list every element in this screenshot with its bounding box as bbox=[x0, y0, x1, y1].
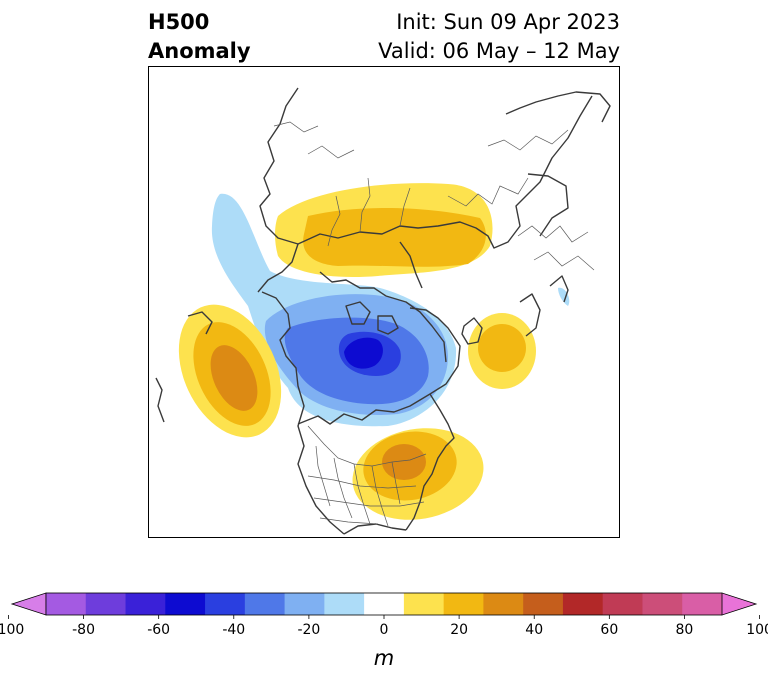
colorbar-tick-label: -60 bbox=[147, 622, 170, 638]
map-dates: Init: Sun 09 Apr 2023 Valid: 06 May – 12… bbox=[378, 8, 620, 66]
colorbar-bin bbox=[205, 593, 246, 615]
colorbar-tick-label: 80 bbox=[676, 622, 694, 638]
init-date: Init: Sun 09 Apr 2023 bbox=[396, 10, 620, 34]
colorbar-tick-label: 20 bbox=[450, 622, 468, 638]
colorbar-bin bbox=[523, 593, 564, 615]
colorbar-tick-label: -100 bbox=[0, 622, 24, 638]
valid-date: Valid: 06 May – 12 May bbox=[378, 39, 620, 63]
map-panel bbox=[148, 66, 620, 538]
colorbar-extend-max bbox=[721, 592, 758, 616]
colorbar-tick-label: 40 bbox=[525, 622, 543, 638]
colorbar-tick-label: -40 bbox=[222, 622, 245, 638]
title-line-2: Anomaly bbox=[148, 39, 251, 63]
colorbar-bin bbox=[324, 593, 365, 615]
colorbar-bin bbox=[85, 593, 127, 615]
colorbar-bin bbox=[403, 593, 445, 615]
colorbar-bin bbox=[443, 593, 484, 615]
colorbar-bin bbox=[46, 593, 87, 615]
colorbar-scale: -100 -80 -60 -40 -20 0 20 40 60 80 100 bbox=[0, 592, 768, 638]
colorbar-bin bbox=[165, 593, 206, 615]
colorbar-bin bbox=[682, 593, 723, 615]
political-borders bbox=[273, 121, 595, 527]
colorbar-bin bbox=[642, 593, 683, 615]
map-border bbox=[148, 66, 620, 538]
positive-anomaly-region bbox=[178, 183, 536, 520]
negative-anomaly-region bbox=[211, 193, 570, 427]
colorbar: -100 -80 -60 -40 -20 0 20 40 60 80 100 bbox=[0, 585, 768, 684]
colorbar-extend-min bbox=[10, 592, 47, 616]
colorbar-bin bbox=[284, 593, 325, 615]
colorbar-tick-label: -80 bbox=[72, 622, 95, 638]
colorbar-bin bbox=[125, 593, 166, 615]
colorbar-tick-label: 100 bbox=[746, 622, 768, 638]
colorbar-tick-label: 60 bbox=[600, 622, 618, 638]
colorbar-tick-label: -20 bbox=[297, 622, 320, 638]
colorbar-unit: m bbox=[373, 646, 395, 670]
anomaly-map bbox=[148, 66, 620, 538]
colorbar-bin bbox=[602, 593, 643, 615]
map-title: H500 Anomaly bbox=[148, 8, 251, 66]
colorbar-bin bbox=[562, 593, 604, 615]
colorbar-bin bbox=[364, 593, 405, 615]
colorbar-bin bbox=[244, 593, 286, 615]
colorbar-tick-label: 0 bbox=[380, 622, 389, 638]
title-line-1: H500 bbox=[148, 10, 210, 34]
colorbar-bin bbox=[483, 593, 524, 615]
